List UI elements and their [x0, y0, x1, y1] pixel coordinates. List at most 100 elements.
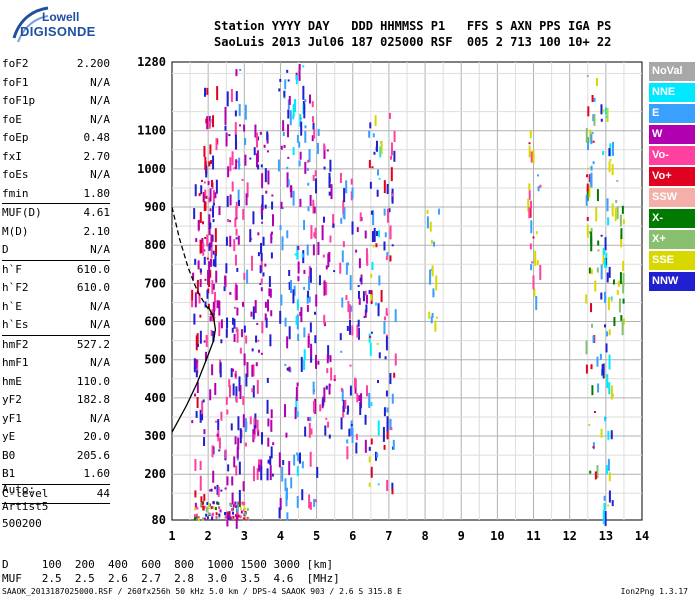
echo-mark [309, 417, 312, 422]
echo-mark [216, 484, 219, 495]
echo-mark [383, 407, 386, 417]
echo-mark [298, 452, 301, 464]
echo-mark [528, 207, 531, 219]
y-tick-label: 900 [144, 200, 166, 214]
echo-mark [429, 221, 432, 232]
echo-mark [256, 133, 259, 148]
echo-mark [206, 501, 209, 505]
echo-mark [308, 296, 311, 303]
echo-mark [375, 140, 378, 152]
echo-mark [365, 294, 368, 304]
echo-mark [265, 317, 268, 328]
echo-mark [234, 218, 237, 228]
echo-mark [433, 241, 436, 247]
echo-mark [208, 120, 211, 129]
echo-mark [207, 512, 210, 516]
echo-mark [622, 219, 625, 225]
param-label: C-level [2, 486, 49, 500]
echo-mark [591, 131, 594, 134]
echo-mark [251, 364, 254, 377]
echo-mark [312, 244, 315, 256]
echo-mark [196, 279, 199, 294]
echo-mark [201, 400, 204, 415]
echo-mark [370, 331, 373, 334]
echo-mark [612, 141, 615, 156]
echo-mark [232, 515, 235, 519]
echo-mark [226, 476, 229, 486]
echo-mark [296, 134, 299, 143]
echo-mark [269, 465, 272, 481]
echo-mark [233, 306, 236, 309]
echo-mark [201, 414, 204, 421]
echo-mark [218, 206, 221, 216]
echo-mark [295, 75, 298, 85]
echo-mark [528, 183, 531, 191]
auto-label: Auto: [2, 483, 36, 496]
echo-mark [592, 114, 595, 122]
echo-mark [233, 333, 236, 342]
echo-mark [364, 230, 367, 239]
echo-mark [426, 209, 429, 214]
echo-mark [283, 144, 286, 148]
echo-mark [309, 501, 312, 510]
echo-mark [205, 165, 208, 178]
echo-mark [606, 272, 609, 283]
echo-mark [209, 196, 212, 200]
param-label: B0 [2, 448, 16, 462]
echo-mark [351, 221, 354, 235]
echo-mark [314, 170, 317, 177]
echo-mark [211, 516, 214, 520]
echo-mark [194, 507, 197, 511]
param-value: 610.0 [76, 262, 110, 276]
echo-mark [588, 184, 591, 198]
echo-mark [230, 423, 233, 431]
echo-mark [347, 300, 350, 312]
param-row: foEs N/A [2, 166, 110, 185]
echo-mark [227, 516, 230, 520]
echo-mark [362, 291, 365, 302]
echo-mark [373, 227, 376, 242]
echo-mark [430, 316, 433, 324]
echo-mark [235, 386, 238, 402]
echo-mark [530, 151, 533, 163]
echo-mark [233, 318, 236, 329]
echo-mark [350, 305, 353, 312]
echo-mark [590, 303, 593, 313]
echo-mark [206, 234, 209, 247]
echo-mark [261, 195, 264, 211]
echo-mark [217, 486, 220, 497]
echo-mark [271, 214, 274, 227]
station-header: Station YYYY DAY DDD HHMMSS P1 FFS S AXN… [214, 18, 611, 50]
echo-mark [608, 354, 611, 370]
echo-mark [610, 296, 613, 301]
echo-mark [234, 436, 237, 445]
echo-mark [193, 313, 196, 325]
echo-mark [266, 131, 269, 141]
echo-mark [376, 231, 379, 237]
x-tick-label: 13 [599, 529, 613, 543]
echo-mark [359, 277, 362, 282]
echo-mark [234, 501, 237, 505]
y-tick-label: 500 [144, 353, 166, 367]
echo-mark [610, 299, 613, 302]
echo-mark [394, 353, 397, 366]
echo-mark [374, 451, 377, 461]
echo-mark [324, 425, 327, 436]
echo-mark [594, 280, 597, 292]
echo-mark [199, 268, 202, 273]
echo-mark [304, 130, 307, 143]
param-row: foE N/A [2, 111, 110, 130]
echo-mark [588, 167, 591, 170]
echo-mark [346, 446, 349, 460]
echo-mark [244, 104, 247, 120]
echo-mark [202, 505, 205, 509]
echo-mark [368, 482, 371, 487]
echo-mark [600, 234, 603, 237]
echo-mark [224, 275, 227, 286]
echo-mark [603, 324, 606, 328]
echo-mark [622, 318, 625, 325]
echo-mark [205, 513, 208, 517]
echo-mark [256, 419, 259, 432]
echo-mark [208, 243, 211, 251]
echo-mark [332, 214, 335, 229]
